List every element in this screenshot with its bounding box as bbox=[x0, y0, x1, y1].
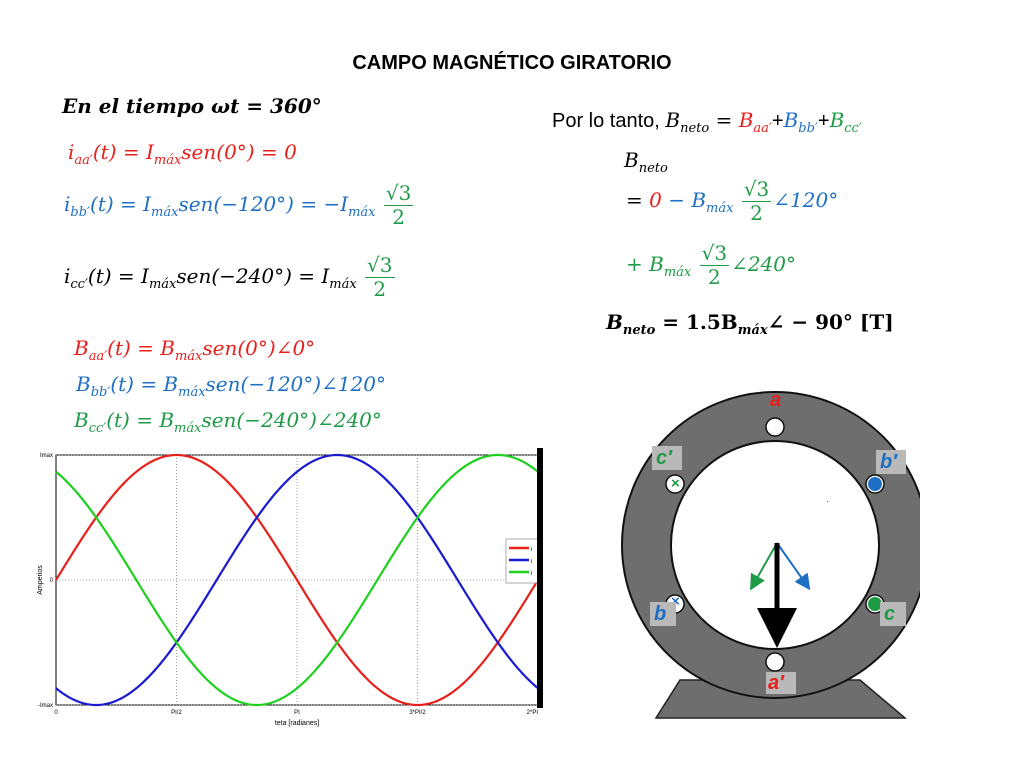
chart-legend: i i i bbox=[505, 538, 539, 584]
x-tick-label: PI/2 bbox=[171, 710, 182, 716]
sqrt3-over-2: √3 2 bbox=[365, 253, 395, 301]
dot-icon bbox=[868, 477, 882, 491]
field-aa: Baa′(t) = Bmáxsen(0°)∠0° bbox=[74, 336, 316, 364]
chart-xlabel: teta [radianes] bbox=[275, 720, 319, 727]
x-tick-label: 2*PI bbox=[527, 710, 539, 716]
bnet-sum: Por lo tanto, Bneto = Baa′+Bbb′+Bcc′ bbox=[552, 108, 862, 136]
series-line-3 bbox=[55, 453, 539, 707]
bnet-label: Bneto bbox=[624, 148, 668, 176]
chart-series bbox=[55, 453, 539, 707]
dot-icon bbox=[868, 597, 882, 611]
label-c-prime: c′ bbox=[656, 447, 673, 469]
label-b: b bbox=[654, 603, 666, 625]
sqrt3-over-2: √3 2 bbox=[699, 241, 730, 289]
vector-b-cc bbox=[750, 542, 778, 591]
bnet-line2: + Bmáx √3 2 ∠240° bbox=[626, 241, 796, 289]
y-tick-label: 0 bbox=[50, 578, 54, 584]
current-bb: ibb′(t) = Imáxsen(−120°) = −Imáx √3 2 bbox=[64, 181, 414, 229]
sqrt3-over-2: √3 2 bbox=[741, 177, 772, 225]
x-tick-label: 0 bbox=[54, 710, 58, 716]
cross-icon: × bbox=[671, 593, 680, 610]
svg-text:i: i bbox=[531, 559, 532, 565]
machine-diagram: × × a a′ c′ b′ b c · bbox=[621, 389, 920, 719]
chart-ylabel: Amperios bbox=[37, 565, 44, 595]
cross-icon: × bbox=[671, 475, 680, 492]
label-a: a bbox=[770, 389, 781, 411]
label-a-prime: a′ bbox=[768, 672, 785, 694]
time-label: En el tiempo ωt = 360° bbox=[62, 94, 322, 118]
x-tick-label: PI bbox=[294, 710, 300, 716]
field-bb: Bbb′(t) = Bmáxsen(−120°)∠120° bbox=[76, 372, 386, 400]
current-aa: iaa′(t) = Imáxsen(0°) = 0 bbox=[68, 140, 297, 168]
center-dot: · bbox=[826, 496, 829, 507]
label-b-prime: b′ bbox=[880, 451, 898, 473]
current-cc: icc′(t) = Imáxsen(−240°) = Imáx √3 2 bbox=[64, 253, 395, 301]
slide-title: CAMPO MAGNÉTICO GIRATORIO bbox=[352, 52, 672, 74]
svg-text:i: i bbox=[531, 547, 532, 553]
series-line-2 bbox=[55, 453, 539, 707]
bnet-result: Bneto = 1.5Bmáx∠ − 90° [T] bbox=[606, 310, 894, 338]
bnet-line1: = 0 − Bmáx √3 2 ∠120° bbox=[626, 177, 839, 225]
sqrt3-over-2: √3 2 bbox=[383, 181, 414, 229]
y-tick-label: -Imax bbox=[38, 703, 53, 709]
y-tick-label: Imax bbox=[40, 453, 53, 459]
vector-b-bb bbox=[776, 542, 811, 591]
field-cc: Bcc′(t) = Bmáxsen(−240°)∠240° bbox=[74, 408, 382, 436]
x-tick-label: 3*PI/2 bbox=[409, 710, 426, 716]
svg-text:i: i bbox=[531, 571, 532, 577]
label-c: c bbox=[884, 603, 895, 625]
series-line-1 bbox=[55, 453, 539, 707]
